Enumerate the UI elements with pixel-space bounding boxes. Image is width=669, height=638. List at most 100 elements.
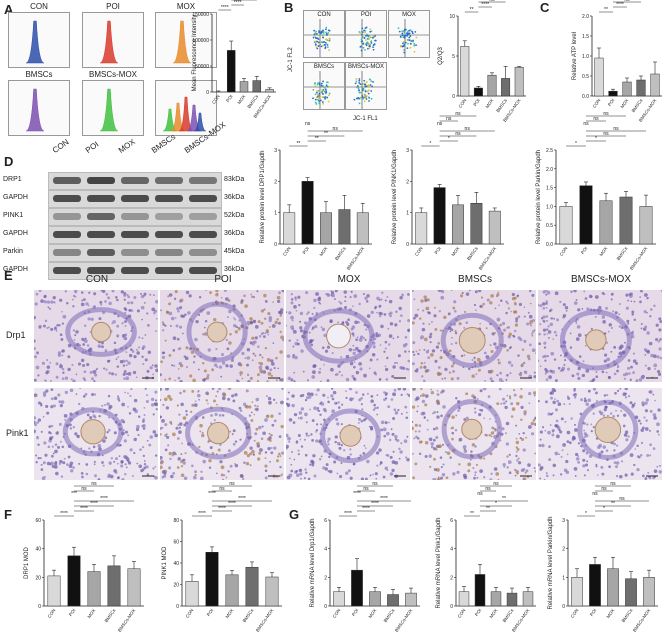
cell-nucleus [185, 366, 189, 369]
wb-kda-label: 36kDa [224, 230, 245, 237]
chart-x-tick-label: CON [457, 98, 467, 109]
cell-nucleus [264, 332, 267, 335]
wb-kda-label: 52kDa [224, 212, 245, 219]
cell-nucleus [513, 296, 517, 300]
wb-strip [48, 172, 222, 190]
cell-nucleus [272, 342, 275, 344]
chart-x-tick-label: POI [472, 98, 481, 107]
flow-event-dot [317, 97, 320, 99]
chart-y-tick-label: 20 [173, 583, 179, 589]
cell-nucleus [257, 345, 260, 349]
chart-y-tick-label: 0.0 [582, 94, 589, 100]
chart-sig-label: * [595, 136, 597, 142]
chart-bar [405, 592, 417, 607]
cell-nucleus [529, 290, 532, 293]
flow-event-dot [360, 38, 363, 41]
cell-nucleus [420, 299, 424, 303]
cell-nucleus [510, 364, 514, 367]
cell-nucleus [471, 374, 476, 378]
chart-bar [127, 568, 141, 607]
cell-nucleus [260, 321, 264, 325]
cell-nucleus [67, 355, 71, 359]
cell-nucleus [247, 323, 250, 326]
cell-nucleus [188, 294, 192, 298]
cell-nucleus [258, 361, 261, 364]
cell-nucleus [62, 371, 65, 374]
cell-nucleus [468, 367, 471, 371]
flow-event-dot [325, 28, 327, 31]
cell-nucleus [460, 354, 464, 358]
cell-nucleus [263, 308, 266, 311]
cell-nucleus [149, 366, 153, 370]
cell-nucleus [161, 321, 164, 324]
chart-y-tick-label: 0 [452, 94, 455, 100]
cell-nucleus [490, 372, 492, 374]
flow-event-dot [326, 96, 329, 99]
cell-nucleus [99, 300, 103, 304]
cell-nucleus [485, 355, 490, 359]
flow-a-histogram: POI [82, 2, 144, 68]
cell-nucleus [498, 304, 500, 307]
chart-y-axis-label: Relative mRNA level Drp1/Gapdh [310, 518, 316, 607]
cell-nucleus [235, 379, 238, 382]
chart-y-tick-label: 20 [35, 575, 41, 581]
chart-sig-label: ns [229, 481, 235, 487]
cell-nucleus [454, 341, 458, 345]
cell-nucleus [570, 290, 573, 293]
chart-sig-label: ns [446, 116, 452, 122]
cell-nucleus [86, 344, 90, 347]
wb-band [53, 213, 81, 220]
cell-nucleus [172, 348, 176, 352]
chart-y-tick-label: 2 [324, 575, 327, 581]
cell-nucleus [420, 335, 424, 340]
flow-event-dot [366, 90, 369, 93]
wb-band [87, 213, 115, 220]
flow-event-dot [324, 97, 327, 100]
cell-nucleus [220, 375, 223, 378]
flow-b-dotplot: MOX [388, 10, 430, 58]
cell-nucleus [115, 295, 118, 299]
cell-nucleus [542, 315, 546, 319]
cell-nucleus [350, 290, 353, 293]
cell-nucleus [486, 298, 490, 302]
chart-y-tick-label: 1 [562, 575, 565, 581]
cell-nucleus [415, 350, 418, 353]
cell-nucleus [633, 300, 636, 303]
cell-nucleus [168, 311, 173, 316]
chart-y-tick-label: 40 [173, 561, 179, 567]
flow-event-dot [363, 100, 366, 103]
cell-nucleus [46, 327, 48, 329]
cell-nucleus [354, 349, 356, 351]
cell-nucleus [569, 346, 573, 349]
flow-event-dot [358, 102, 361, 105]
cell-nucleus [340, 356, 343, 359]
cell-nucleus [385, 378, 389, 381]
chart-bar [579, 185, 593, 245]
cell-nucleus [502, 344, 507, 348]
cell-nucleus [355, 370, 360, 375]
wb-protein-label: GAPDH [3, 266, 28, 273]
cell-nucleus [267, 372, 272, 376]
cell-nucleus [433, 314, 437, 318]
chart-sig-label: **** [380, 496, 388, 502]
cell-nucleus [79, 344, 81, 347]
cell-nucleus [435, 345, 440, 349]
chart-x-tick-label: CON [414, 246, 424, 257]
cell-nucleus [177, 376, 181, 380]
cell-nucleus [114, 373, 118, 376]
cell-nucleus [244, 357, 247, 360]
flow-a-histogram: BMSCs [8, 70, 70, 136]
cell-nucleus [317, 370, 322, 374]
wb-band [155, 267, 183, 274]
cell-nucleus [127, 295, 131, 299]
cell-nucleus [640, 323, 643, 326]
wb-strip [48, 244, 222, 262]
cell-nucleus [505, 311, 508, 315]
chart-sig-label: **** [80, 506, 88, 512]
cell-nucleus [439, 355, 443, 360]
cell-nucleus [357, 320, 360, 324]
wb-protein-label: DRP1 [3, 176, 22, 183]
flow-b-label: BMSCs-MOX [348, 64, 384, 70]
cell-nucleus [100, 303, 103, 306]
flow-event-dot [357, 97, 360, 99]
